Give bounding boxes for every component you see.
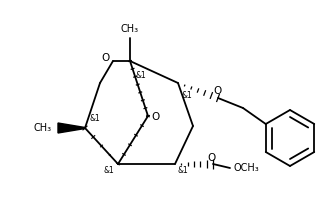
Text: CH₃: CH₃ [34, 123, 52, 133]
Polygon shape [58, 123, 85, 133]
Text: OCH₃: OCH₃ [234, 163, 260, 173]
Text: CH₃: CH₃ [121, 24, 139, 34]
Text: &1: &1 [182, 91, 193, 100]
Text: O: O [152, 112, 160, 122]
Text: &1: &1 [135, 71, 146, 80]
Text: O: O [213, 86, 221, 96]
Text: O: O [101, 53, 109, 63]
Text: &1: &1 [103, 166, 114, 175]
Text: O: O [207, 153, 215, 163]
Text: &1: &1 [177, 166, 188, 175]
Text: &1: &1 [90, 114, 101, 123]
